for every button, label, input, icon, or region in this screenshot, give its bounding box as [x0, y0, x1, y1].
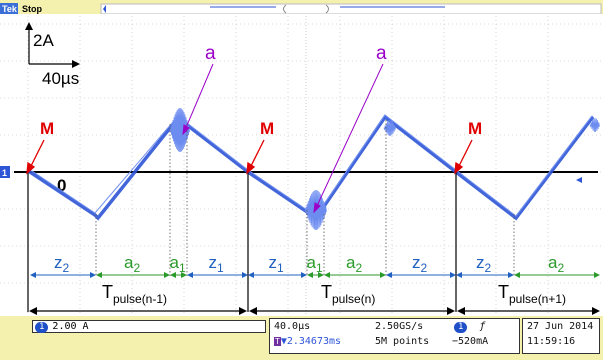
channel-1-readout[interactable]: 1 2.00 A	[32, 320, 266, 333]
annotation-a-1: a	[205, 43, 216, 64]
marker-m-1: M	[40, 119, 54, 138]
graticule	[0, 14, 603, 316]
interval-label-9: z2	[476, 253, 492, 275]
marker-m-2: M	[260, 119, 274, 138]
annotation-a-2: a	[376, 43, 387, 64]
trigger-delay-value: ▼2.34673ms	[280, 336, 342, 347]
date-value: 27 Jun 2014	[527, 321, 594, 332]
vertical-scale-label: 2A	[33, 31, 54, 50]
sample-rate-value: 2.50GS/s	[375, 321, 424, 332]
trigger-delay-icon: T	[274, 337, 281, 346]
channel-1-scale: 2.00 A	[52, 321, 89, 332]
interval-label-5: z1	[269, 253, 285, 275]
trigger-slope-icon: ƒ	[479, 321, 486, 332]
channel-1-badge: 1	[35, 322, 49, 333]
timebase-value: 40.0µs	[274, 321, 311, 332]
svg-text:1: 1	[2, 168, 7, 178]
channel-1-ground-marker[interactable]	[0, 166, 10, 178]
interval-label-4: z1	[209, 253, 225, 275]
record-start-marker	[103, 5, 106, 13]
interval-label-2: a2	[124, 253, 140, 275]
horizontal-scale-label: 40µs	[42, 69, 79, 88]
acquisition-state: Stop	[22, 4, 42, 14]
interval-label-10: a2	[548, 253, 564, 275]
period-label-prev: Tpulse(n-1)	[102, 282, 167, 306]
datetime-readout: 27 Jun 2014 11:59:16	[522, 318, 600, 354]
marker-m-3: M	[468, 119, 482, 138]
period-label-curr: Tpulse(n)	[321, 282, 375, 306]
brand-label: Tek	[2, 4, 18, 14]
record-length-value: 5M points	[375, 336, 430, 347]
zero-label: 0	[57, 176, 66, 195]
period-label-next: Tpulse(n+1)	[498, 282, 566, 306]
trigger-level-marker[interactable]	[576, 177, 582, 183]
interval-label-1: z2	[54, 253, 70, 275]
interval-label-8: z2	[412, 253, 428, 275]
time-value: 11:59:16	[527, 336, 576, 347]
record-overview-bar	[100, 3, 602, 15]
interval-label-7: a2	[346, 253, 362, 275]
trigger-level-value: −520mA	[452, 336, 489, 347]
interval-label-6: a1	[307, 253, 323, 275]
trigger-source-badge: 1	[454, 322, 468, 333]
interval-label-3: a1	[170, 253, 186, 275]
tek-logo	[0, 3, 18, 14]
